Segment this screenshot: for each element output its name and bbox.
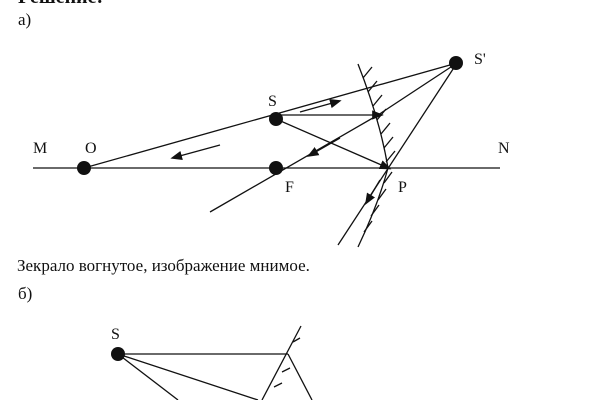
ray-arrow-4 bbox=[364, 179, 381, 206]
label-p: P bbox=[398, 179, 407, 196]
ray-s-to-p bbox=[275, 118, 392, 170]
point-s-image bbox=[449, 56, 463, 70]
b-mirror bbox=[261, 325, 302, 400]
label-o: O bbox=[85, 140, 97, 157]
part-b-label: б) bbox=[18, 284, 33, 303]
label-s-image: S' bbox=[474, 51, 486, 68]
conclusion-text: Зекрало вогнутое, изображение мнимое. bbox=[17, 256, 310, 275]
b-label-s: S bbox=[111, 326, 120, 343]
b-ray-2 bbox=[117, 353, 259, 400]
label-f: F bbox=[285, 179, 294, 196]
b-reflected-ray bbox=[287, 353, 313, 400]
point-s bbox=[269, 112, 283, 126]
b-ray-3 bbox=[117, 353, 179, 400]
point-f bbox=[269, 161, 283, 175]
point-o bbox=[77, 161, 91, 175]
label-m: M bbox=[33, 140, 47, 157]
heading: Решение: bbox=[18, 0, 103, 9]
label-n: N bbox=[498, 140, 510, 157]
ray-s-image-to-p bbox=[337, 62, 458, 246]
b-mirror-hatching bbox=[273, 337, 301, 388]
ray-arrow-1 bbox=[299, 99, 342, 113]
ray-arrow-2 bbox=[170, 144, 221, 160]
part-a-label: а) bbox=[18, 10, 32, 29]
mirror-hatching bbox=[362, 66, 396, 233]
ray-reflected-through-f bbox=[209, 114, 379, 213]
label-s: S bbox=[268, 93, 277, 110]
ray-arrow-3 bbox=[306, 137, 341, 157]
concave-mirror bbox=[357, 63, 389, 248]
b-point-s bbox=[111, 347, 125, 361]
ray-extension-to-s-image bbox=[377, 62, 458, 116]
